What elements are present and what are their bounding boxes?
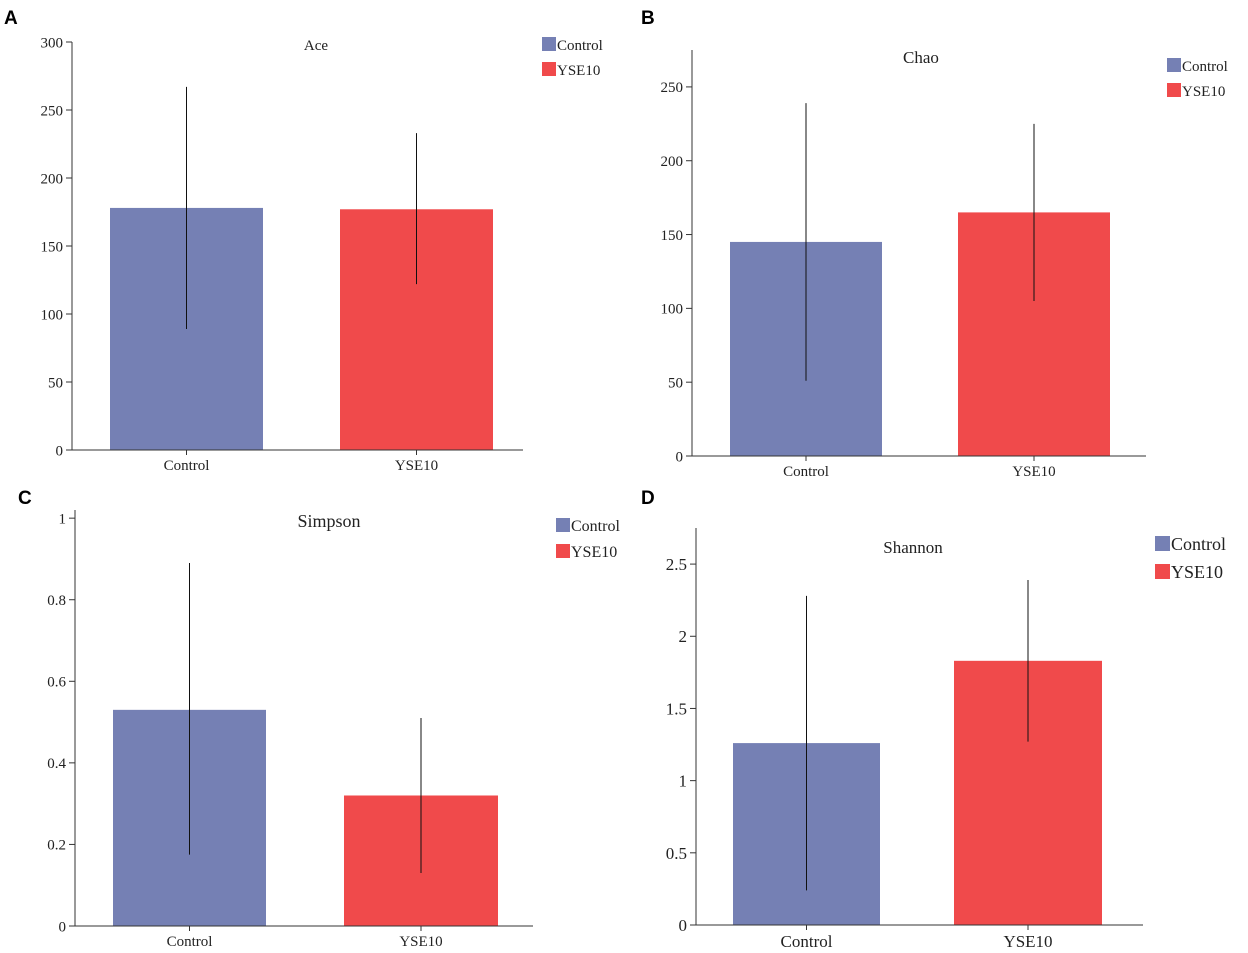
panel-b-legend-label: Control [1182, 59, 1228, 75]
panel-c-y-tick-label: 1 [59, 511, 67, 527]
panel-a-y-tick-label: 200 [41, 171, 64, 187]
panel-a-legend-swatch-yse10 [542, 62, 556, 76]
panel-d-legend-label: Control [1171, 534, 1226, 554]
panel-b-y-tick-label: 0 [676, 449, 684, 465]
panel-b-y-tick-label: 250 [661, 80, 684, 96]
panel-c-y-tick-label: 0.2 [47, 838, 66, 854]
panel-c-x-tick-label: Control [167, 934, 213, 950]
panel-b-x-tick-label: YSE10 [1012, 464, 1055, 480]
panel-c-legend-label: Control [571, 518, 620, 535]
panel-c-legend-swatch-yse10 [556, 544, 570, 558]
panel-a-y-tick-label: 50 [48, 375, 63, 391]
panel-c-chart-title: Simpson [297, 511, 360, 531]
panel-d-y-tick-label: 2 [679, 627, 688, 646]
panel-d-x-tick-label: Control [781, 932, 833, 951]
panel-label-b: B [641, 8, 655, 29]
panel-d-legend-swatch-control [1155, 536, 1170, 551]
panel-label-a: A [4, 8, 18, 29]
panel-c-y-tick-label: 0 [59, 919, 67, 935]
panel-a-y-tick-label: 150 [41, 239, 64, 255]
panel-a-y-tick-label: 300 [41, 35, 64, 51]
panel-c-legend-swatch-control [556, 518, 570, 532]
panel-a-y-tick-label: 0 [56, 443, 64, 459]
panel-d-x-tick-label: YSE10 [1003, 932, 1052, 951]
panel-c-y-tick-label: 0.8 [47, 593, 66, 609]
panel-d-chart-title: Shannon [883, 538, 943, 557]
panel-c-legend-label: YSE10 [571, 544, 617, 561]
panel-b-legend-swatch-yse10 [1167, 83, 1181, 97]
panel-d-y-tick-label: 0 [679, 916, 688, 935]
panel-b-legend-swatch-control [1167, 58, 1181, 72]
panel-b-y-tick-label: 150 [661, 228, 684, 244]
panel-d-y-tick-label: 1 [679, 772, 688, 791]
panel-a-legend-label: Control [557, 38, 603, 54]
panel-d-y-tick-label: 2.5 [666, 555, 687, 574]
panel-a-legend-swatch-control [542, 37, 556, 51]
panel-b-x-tick-label: Control [783, 464, 829, 480]
panel-b-legend-label: YSE10 [1182, 84, 1225, 100]
panel-a-legend-label: YSE10 [557, 63, 600, 79]
panel-a-x-tick-label: YSE10 [395, 458, 438, 474]
panel-c-x-tick-label: YSE10 [399, 934, 442, 950]
panel-a-chart-title: Ace [304, 38, 328, 54]
panel-c-y-tick-label: 0.4 [47, 756, 66, 772]
panel-c-y-tick-label: 0.6 [47, 675, 66, 691]
panel-d-y-tick-label: 1.5 [666, 699, 687, 718]
panel-d-legend-label: YSE10 [1171, 562, 1223, 582]
panel-d-legend-swatch-yse10 [1155, 564, 1170, 579]
panel-b-chart-title: Chao [903, 48, 939, 67]
panel-b-y-tick-label: 100 [661, 302, 684, 318]
panel-a-x-tick-label: Control [164, 458, 210, 474]
panel-d-y-tick-label: 0.5 [666, 844, 687, 863]
panel-b-y-tick-label: 200 [661, 154, 684, 170]
panel-b-y-tick-label: 50 [668, 375, 683, 391]
panel-label-d: D [641, 488, 655, 509]
panel-a-y-tick-label: 250 [41, 103, 64, 119]
panel-label-c: C [18, 488, 32, 509]
panel-a-y-tick-label: 100 [41, 307, 64, 323]
